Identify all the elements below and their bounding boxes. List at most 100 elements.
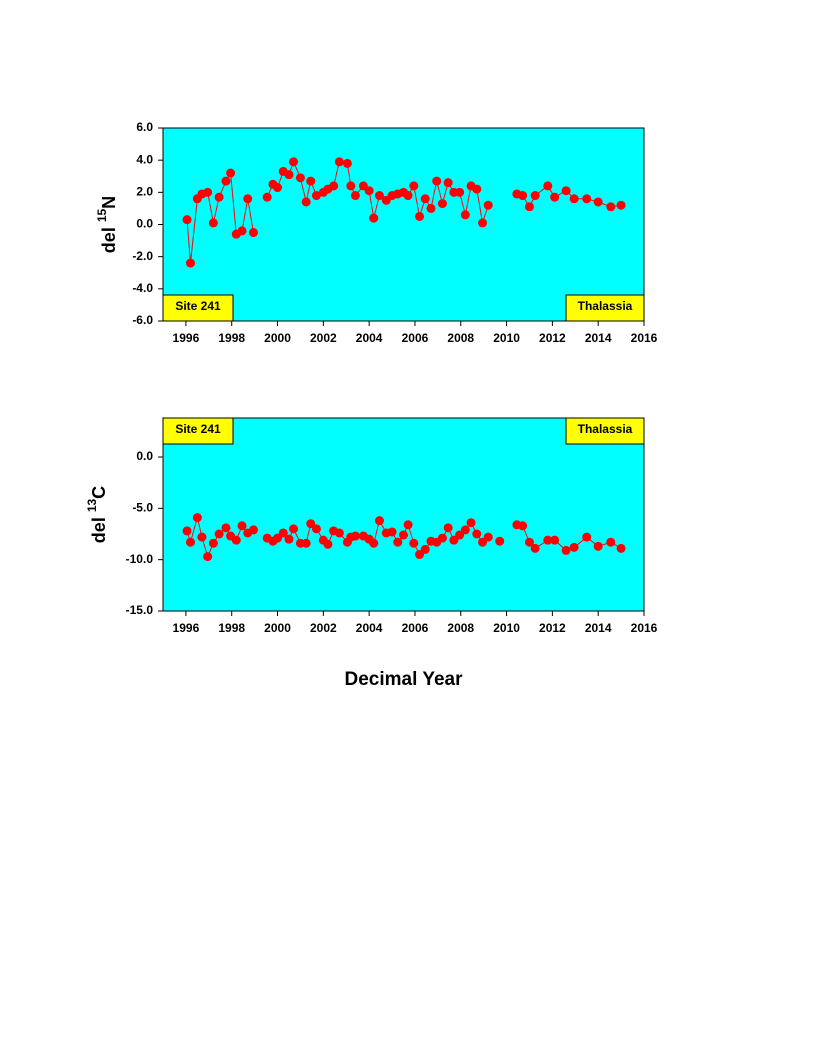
- data-point: [472, 184, 482, 194]
- y-label-superscript: 15: [95, 208, 109, 222]
- data-point: [569, 542, 579, 552]
- data-point: [403, 520, 413, 530]
- data-point: [334, 157, 344, 167]
- data-point: [518, 521, 528, 531]
- data-point: [472, 529, 482, 539]
- y-tick-label: -10.0: [126, 552, 154, 566]
- x-tick-label: 2016: [631, 621, 658, 635]
- data-point: [374, 516, 384, 526]
- x-tick-label: 2002: [310, 621, 337, 635]
- data-point: [543, 535, 553, 545]
- data-point: [301, 197, 311, 207]
- data-point: [432, 176, 442, 186]
- data-point: [203, 552, 213, 562]
- data-point: [483, 200, 493, 210]
- data-point: [278, 528, 288, 538]
- data-point: [289, 524, 299, 534]
- data-point: [295, 173, 305, 183]
- x-axis-label: Decimal Year: [345, 669, 464, 690]
- data-point: [221, 176, 231, 186]
- annotation-box: [162, 294, 234, 322]
- y-axis-label: del 15N: [95, 196, 119, 253]
- data-point: [273, 533, 283, 543]
- annotation-box: [565, 417, 645, 445]
- data-point: [387, 527, 397, 537]
- y-tick-label: 2.0: [136, 185, 153, 199]
- data-point: [197, 532, 207, 542]
- data-point: [329, 181, 339, 191]
- x-tick-label: 2010: [493, 621, 520, 635]
- plot-area: [162, 417, 645, 612]
- data-point: [437, 533, 447, 543]
- data-point: [449, 535, 459, 545]
- y-tick-label: -6.0: [132, 313, 153, 327]
- x-tick-label: 2002: [310, 331, 337, 345]
- data-point: [582, 194, 592, 204]
- data-point: [226, 168, 236, 178]
- data-point: [409, 181, 419, 191]
- data-point: [483, 532, 493, 542]
- data-point: [399, 530, 408, 540]
- data-point: [185, 537, 195, 547]
- data-point: [369, 538, 379, 548]
- data-point: [478, 537, 488, 547]
- y-label-prefix: del: [99, 227, 119, 253]
- data-point: [478, 218, 488, 228]
- data-point: [273, 183, 283, 193]
- y-tick-label: 4.0: [136, 152, 153, 166]
- data-point: [593, 197, 603, 207]
- x-tick-label: 1996: [173, 331, 200, 345]
- data-point: [284, 534, 294, 544]
- data-point: [569, 194, 579, 204]
- data-point: [403, 191, 413, 201]
- data-point: [289, 157, 299, 167]
- data-point: [364, 186, 374, 196]
- data-point: [208, 538, 218, 548]
- data-point: [182, 526, 192, 536]
- data-point: [284, 170, 294, 180]
- x-tick-label: 2014: [585, 331, 612, 345]
- data-point: [262, 192, 272, 202]
- data-point: [443, 178, 453, 188]
- data-point: [582, 532, 592, 542]
- data-point: [550, 192, 560, 202]
- data-point: [443, 523, 453, 533]
- data-point: [311, 524, 321, 534]
- data-point: [524, 202, 534, 212]
- y-label-prefix: del: [89, 517, 109, 543]
- data-point: [231, 535, 241, 545]
- data-point: [203, 187, 213, 197]
- data-point: [543, 181, 553, 191]
- data-point: [185, 258, 195, 268]
- data-point: [237, 226, 247, 236]
- x-tick-label: 2004: [356, 621, 383, 635]
- data-point: [369, 213, 379, 223]
- data-point: [306, 176, 316, 186]
- y-tick-label: -4.0: [132, 281, 153, 295]
- data-point: [550, 535, 560, 545]
- data-point: [561, 545, 571, 555]
- annotation-box: [162, 417, 234, 445]
- data-point: [561, 186, 571, 196]
- data-point: [192, 513, 202, 523]
- data-point: [455, 187, 465, 197]
- data-point: [248, 228, 258, 238]
- data-point: [306, 519, 316, 529]
- data-point: [466, 518, 476, 528]
- data-point: [301, 538, 311, 548]
- data-point: [616, 200, 626, 210]
- data-point: [415, 211, 425, 221]
- data-point: [415, 550, 425, 560]
- x-tick-label: 2006: [402, 331, 429, 345]
- data-point: [616, 543, 626, 553]
- data-point: [393, 537, 403, 547]
- y-tick-label: -5.0: [132, 501, 153, 515]
- x-tick-label: 1998: [218, 621, 245, 635]
- x-tick-label: 2008: [447, 331, 474, 345]
- data-line: [266, 160, 489, 224]
- data-point: [455, 530, 465, 540]
- data-point: [323, 539, 333, 549]
- annotation: Thalassia: [578, 422, 633, 436]
- data-point: [426, 203, 436, 213]
